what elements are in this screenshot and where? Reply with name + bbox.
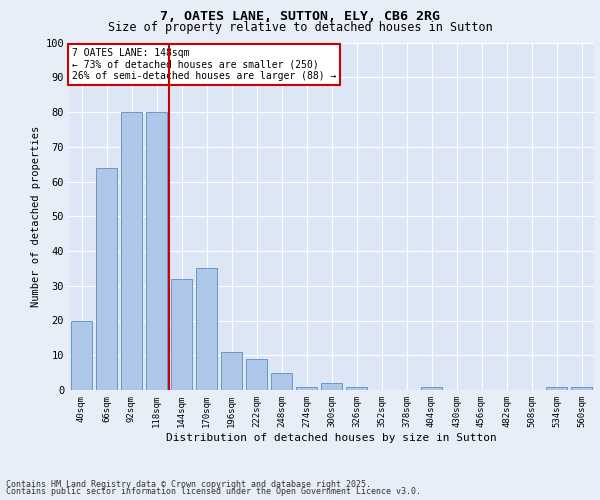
Bar [171,279,192,390]
Bar [346,386,367,390]
Text: Contains public sector information licensed under the Open Government Licence v3: Contains public sector information licen… [6,488,421,496]
Bar [296,386,317,390]
Bar [96,168,117,390]
Text: 7 OATES LANE: 148sqm
← 73% of detached houses are smaller (250)
26% of semi-deta: 7 OATES LANE: 148sqm ← 73% of detached h… [71,48,336,81]
Bar [571,386,592,390]
Text: Contains HM Land Registry data © Crown copyright and database right 2025.: Contains HM Land Registry data © Crown c… [6,480,371,489]
Bar [121,112,142,390]
Bar [421,386,442,390]
Y-axis label: Number of detached properties: Number of detached properties [31,126,41,307]
Bar [146,112,167,390]
Bar [71,320,92,390]
Bar [546,386,567,390]
Bar [196,268,217,390]
Bar [321,383,342,390]
Text: 7, OATES LANE, SUTTON, ELY, CB6 2RG: 7, OATES LANE, SUTTON, ELY, CB6 2RG [160,10,440,23]
Bar [221,352,242,390]
Bar [271,372,292,390]
X-axis label: Distribution of detached houses by size in Sutton: Distribution of detached houses by size … [166,432,497,442]
Text: Size of property relative to detached houses in Sutton: Size of property relative to detached ho… [107,21,493,34]
Bar [246,358,267,390]
